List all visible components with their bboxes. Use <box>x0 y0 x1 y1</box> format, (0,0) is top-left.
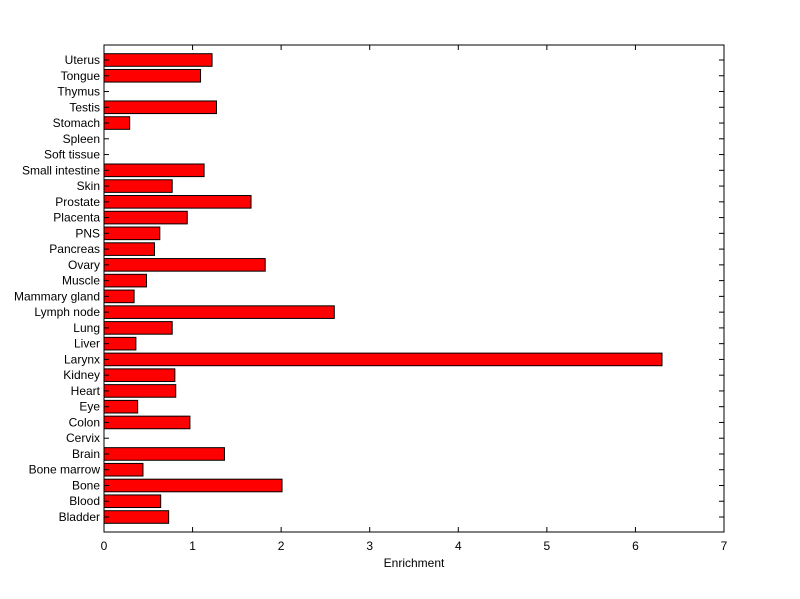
y-tick-label: Larynx <box>64 352 100 366</box>
bar-larynx <box>103 352 663 367</box>
bar-pancreas <box>103 242 155 256</box>
y-tick-label: Uterus <box>65 53 100 67</box>
bar-skin <box>103 179 173 193</box>
bar-ovary <box>103 258 266 272</box>
x-tick-label: 3 <box>366 539 373 553</box>
x-tick-label: 5 <box>544 539 551 553</box>
bar-lung <box>103 321 173 335</box>
y-tick-label: Lung <box>73 321 100 335</box>
y-tick-label: Colon <box>69 415 100 429</box>
y-tick-label: Prostate <box>55 195 100 209</box>
x-tick-label: 7 <box>721 539 728 553</box>
y-tick-label: Liver <box>74 337 100 351</box>
bar-small-intestine <box>103 163 205 178</box>
x-tick-label: 4 <box>455 539 462 553</box>
bar-kidney <box>103 368 176 382</box>
y-tick-label: Thymus <box>57 85 100 99</box>
bar-placenta <box>103 210 188 225</box>
y-tick-label: PNS <box>75 226 100 240</box>
bar-colon <box>103 415 191 430</box>
x-tick-label: 2 <box>278 539 285 553</box>
bar-bone-marrow <box>103 462 144 477</box>
bar-eye <box>103 399 139 414</box>
bar-heart <box>103 384 177 398</box>
y-tick-label: Bone <box>72 478 100 492</box>
x-axis-label: Enrichment <box>384 556 445 570</box>
y-tick-label: Soft tissue <box>44 148 100 162</box>
y-tick-label: Kidney <box>63 368 100 382</box>
y-tick-label: Testis <box>69 100 100 114</box>
bar-uterus <box>103 53 213 67</box>
x-tick-label: 1 <box>189 539 196 553</box>
y-tick-label: Small intestine <box>22 163 100 177</box>
bar-prostate <box>103 195 252 209</box>
y-tick-label: Bladder <box>59 510 100 524</box>
y-tick-label: Blood <box>69 494 100 508</box>
bar-lymph-node <box>103 305 335 319</box>
y-tick-label: Brain <box>72 447 100 461</box>
y-tick-label: Skin <box>77 179 100 193</box>
y-tick-label: Ovary <box>68 258 100 272</box>
bar-muscle <box>103 273 148 288</box>
y-tick-label: Tongue <box>61 69 101 83</box>
x-tick-label: 0 <box>101 539 108 553</box>
y-tick-label: Lymph node <box>34 305 100 319</box>
y-tick-label: Bone marrow <box>29 463 101 477</box>
bar-bladder <box>103 510 170 524</box>
bar-blood <box>103 494 162 509</box>
x-tick-label: 6 <box>632 539 639 553</box>
y-tick-label: Spleen <box>63 132 100 146</box>
bar-testis <box>103 100 217 115</box>
y-tick-label: Mammary gland <box>14 289 100 303</box>
bar-bone <box>103 478 283 493</box>
y-tick-label: Placenta <box>53 211 100 225</box>
y-tick-label: Cervix <box>66 431 100 445</box>
bar-brain <box>103 447 225 461</box>
plot-frame <box>103 44 725 533</box>
bar-tongue <box>103 68 202 83</box>
y-tick-label: Heart <box>71 384 101 398</box>
y-tick-label: Muscle <box>62 274 100 288</box>
y-tick-label: Stomach <box>53 116 100 130</box>
y-tick-label: Pancreas <box>49 242 100 256</box>
bar-pns <box>103 226 161 241</box>
y-tick-label: Eye <box>79 400 100 414</box>
